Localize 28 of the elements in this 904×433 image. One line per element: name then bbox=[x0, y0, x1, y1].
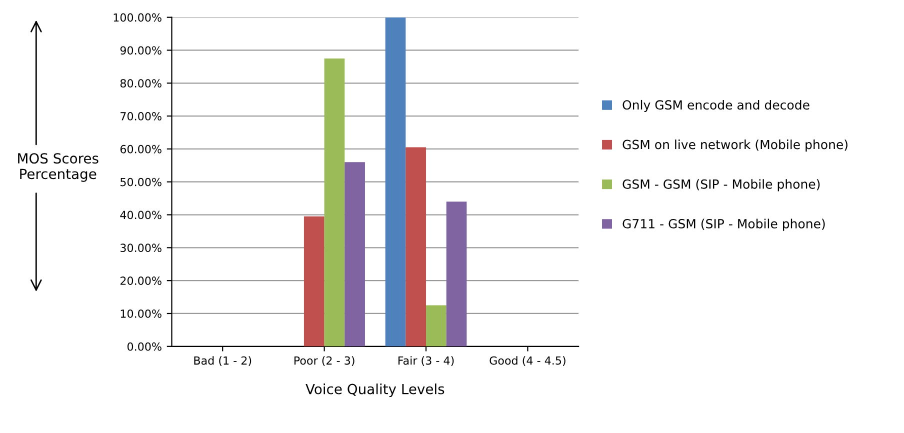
y-tick-label: 10.00% bbox=[120, 309, 162, 318]
y-tick-label: 20.00% bbox=[120, 276, 162, 285]
bar bbox=[344, 162, 365, 346]
y-tick-label: 30.00% bbox=[120, 244, 162, 252]
y-tick-label: 0.00% bbox=[127, 342, 162, 351]
x-tick-label: Bad (1 - 2) bbox=[194, 356, 252, 366]
y-tick-label: 40.00% bbox=[120, 210, 162, 220]
bar bbox=[385, 17, 406, 346]
y-tick-label: 100.00% bbox=[114, 13, 162, 22]
y-tick-label: 50.00% bbox=[120, 178, 162, 186]
bar bbox=[304, 216, 324, 346]
y-tick-label: 70.00% bbox=[120, 112, 162, 120]
legend-label: Only GSM encode and decode bbox=[622, 100, 810, 112]
x-axis-title: Voice Quality Levels bbox=[306, 384, 444, 397]
y-axis-title: MOS Scores Percentage bbox=[18, 153, 98, 182]
x-tick-label: Fair (3 - 4) bbox=[398, 356, 454, 366]
bar bbox=[446, 202, 467, 346]
x-tick-label: Good (4 - 4.5) bbox=[490, 356, 566, 366]
x-tick-label: Poor (2 - 3) bbox=[294, 356, 354, 366]
legend-label: G711 - GSM (SIP - Mobile phone) bbox=[622, 218, 825, 231]
bar bbox=[406, 147, 426, 346]
y-tick-label: 90.00% bbox=[120, 46, 162, 55]
bar bbox=[324, 58, 345, 346]
y-tick-label: 80.00% bbox=[120, 79, 162, 88]
legend-label: GSM - GSM (SIP - Mobile phone) bbox=[622, 179, 820, 192]
legend-label: GSM on live network (Mobile phone) bbox=[622, 140, 848, 152]
bar bbox=[426, 305, 446, 346]
y-tick-label: 60.00% bbox=[120, 144, 162, 154]
